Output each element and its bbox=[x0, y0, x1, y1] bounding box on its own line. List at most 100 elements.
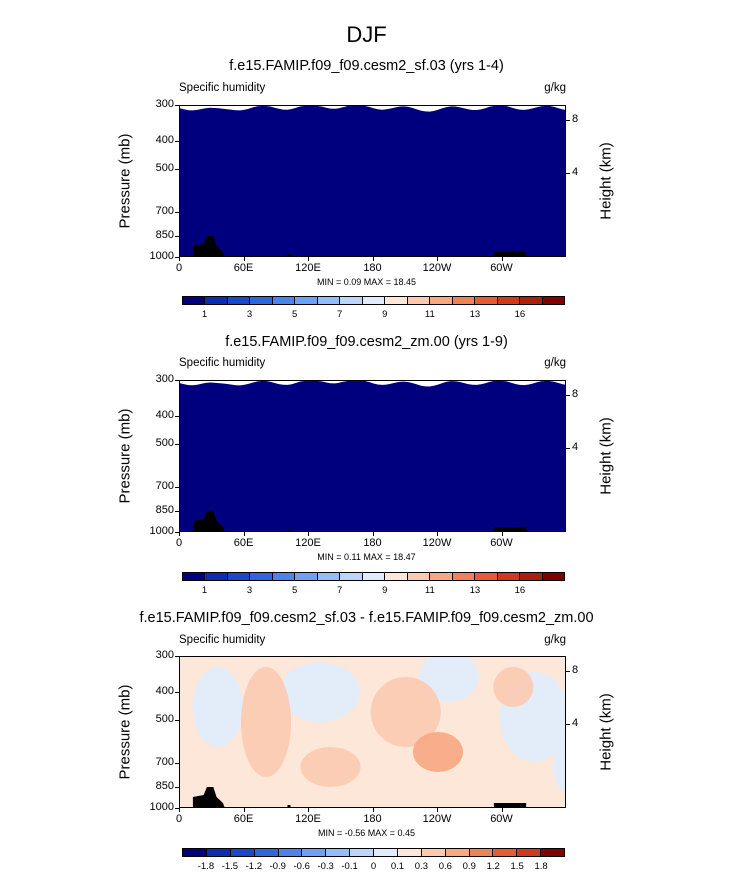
units-label: g/kg bbox=[544, 634, 566, 646]
colorbar-cell bbox=[205, 573, 228, 580]
x-tick-mark bbox=[372, 808, 374, 812]
panel-title: f.e15.FAMIP.f09_f09.cesm2_sf.03 (yrs 1-4… bbox=[229, 58, 504, 74]
colorbar-label: 5 bbox=[291, 309, 298, 320]
colorbar-cell bbox=[317, 573, 341, 580]
x-tick-mark bbox=[179, 808, 180, 812]
colorbar-label: 0.6 bbox=[438, 861, 452, 872]
min-max-label: MIN = -0.56 MAX = 0.45 bbox=[0, 828, 733, 838]
colorbar-label: 3 bbox=[246, 309, 253, 320]
colorbar-label: 16 bbox=[514, 585, 526, 596]
colorbar-cell bbox=[340, 297, 363, 304]
variable-label: Specific humidity bbox=[179, 82, 266, 94]
colorbar-cell bbox=[430, 573, 453, 580]
units-label: g/kg bbox=[544, 357, 566, 369]
y-tick-label: 500 bbox=[155, 162, 174, 175]
x-tick-mark bbox=[437, 808, 438, 812]
min-value: MIN = 0.09 bbox=[316, 277, 362, 287]
colorbar-cell bbox=[493, 849, 518, 856]
y-tick-mark bbox=[175, 257, 179, 258]
colorbar-label: 7 bbox=[337, 585, 343, 596]
x-tick-mark bbox=[243, 808, 245, 812]
terrain-andes bbox=[493, 252, 527, 256]
x-tick-label: 120E bbox=[295, 813, 321, 825]
height-tick-label: 4 bbox=[572, 441, 579, 454]
terrain-andes bbox=[493, 803, 527, 807]
colorbar-cell bbox=[183, 573, 206, 580]
min-max-label: MIN = 0.09 MAX = 18.45 bbox=[0, 277, 733, 287]
colorbar-cell bbox=[272, 297, 296, 304]
x-tick-label: 0 bbox=[175, 813, 183, 825]
colorbar-cell bbox=[385, 297, 408, 304]
max-value: MAX = 0.45 bbox=[367, 828, 416, 838]
colorbar-cell bbox=[542, 573, 564, 580]
variable-label: Specific humidity bbox=[179, 634, 266, 646]
units-label: g/kg bbox=[544, 82, 566, 94]
colorbar-label: 1 bbox=[201, 309, 208, 320]
y-tick-mark bbox=[175, 787, 179, 789]
y-axis-title-right: Height (km) bbox=[597, 417, 615, 495]
colorbar-cell bbox=[452, 573, 476, 580]
colorbar-cell bbox=[497, 297, 521, 304]
colorbar-label: -0.3 bbox=[317, 861, 334, 872]
y-tick-mark bbox=[175, 380, 179, 381]
height-tick-mark bbox=[566, 395, 570, 397]
y-tick-mark bbox=[175, 486, 179, 488]
colorbar-cell bbox=[206, 849, 231, 856]
terrain-peak bbox=[287, 529, 291, 531]
colorbar-cell bbox=[430, 297, 453, 304]
min-value: MIN = -0.56 bbox=[317, 828, 366, 838]
colorbar-cell bbox=[407, 573, 431, 580]
colorbar-cell bbox=[362, 297, 386, 304]
y-axis-title-right: Height (km) bbox=[597, 142, 615, 220]
height-tick-label: 8 bbox=[572, 664, 579, 677]
colorbar-label: -1.5 bbox=[221, 861, 239, 872]
colorbar-cell bbox=[278, 849, 303, 856]
x-tick-label: 60E bbox=[233, 813, 254, 825]
colorbar-label: 7 bbox=[337, 309, 343, 320]
colorbar-cell bbox=[362, 573, 386, 580]
colorbar-cell bbox=[385, 573, 408, 580]
panel-title: f.e15.FAMIP.f09_f09.cesm2_sf.03 - f.e15.… bbox=[139, 610, 594, 626]
colorbar-cell bbox=[254, 849, 279, 856]
plot-area bbox=[179, 105, 566, 257]
colorbar-label: -0.9 bbox=[269, 861, 286, 872]
y-axis-title-right: Height (km) bbox=[597, 693, 615, 771]
x-tick-label: 120E bbox=[295, 537, 321, 549]
terrain-africa bbox=[192, 236, 225, 256]
y-tick-label: 400 bbox=[155, 409, 174, 422]
colorbar-label: 1.8 bbox=[534, 861, 548, 872]
x-tick-mark bbox=[179, 257, 180, 261]
y-tick-mark bbox=[175, 808, 179, 809]
y-tick-label: 850 bbox=[155, 504, 174, 517]
y-tick-mark bbox=[175, 169, 179, 171]
x-tick-label: 180 bbox=[363, 262, 382, 274]
height-tick-label: 4 bbox=[572, 717, 579, 730]
x-tick-label: 0 bbox=[175, 262, 183, 274]
y-axis-title: Pressure (mb) bbox=[116, 133, 134, 229]
colorbar-cell bbox=[205, 297, 228, 304]
colorbar-label: 9 bbox=[382, 309, 388, 320]
colorbar-cell bbox=[317, 297, 341, 304]
colorbar bbox=[182, 572, 565, 581]
height-tick-mark bbox=[566, 448, 570, 450]
colorbar-label: 5 bbox=[291, 585, 298, 596]
x-tick-mark bbox=[501, 532, 503, 536]
y-tick-label: 500 bbox=[155, 437, 174, 450]
colorbar-cell bbox=[421, 849, 446, 856]
colorbar-label: -0.1 bbox=[341, 861, 358, 872]
x-tick-mark bbox=[437, 257, 438, 261]
terrain-africa bbox=[192, 787, 225, 807]
colorbar-label: 11 bbox=[424, 585, 435, 596]
y-tick-mark bbox=[175, 762, 179, 764]
y-tick-mark bbox=[175, 141, 179, 143]
y-tick-label: 850 bbox=[155, 780, 174, 793]
colorbar-label: 1.5 bbox=[510, 861, 524, 872]
colorbar-label: 3 bbox=[246, 585, 253, 596]
y-tick-label: 1000 bbox=[149, 801, 174, 813]
y-tick-label: 300 bbox=[155, 649, 174, 661]
humidity-band-0 bbox=[180, 381, 565, 531]
diff-region-9 bbox=[300, 747, 361, 787]
y-tick-mark bbox=[175, 656, 179, 657]
colorbar-cell bbox=[497, 573, 521, 580]
diff-region-7 bbox=[413, 732, 463, 772]
